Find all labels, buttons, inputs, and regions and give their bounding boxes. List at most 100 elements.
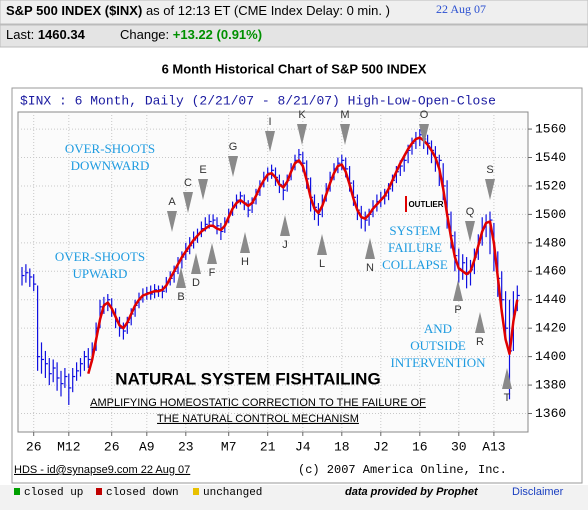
y-tick-label: 1440 [535, 292, 566, 307]
price-bars [21, 129, 520, 405]
marker-arrow [183, 192, 193, 213]
marker-arrow [317, 234, 327, 255]
marker-arrow [207, 243, 217, 264]
marker-label: O [420, 109, 429, 121]
as-of: as of 12:13 ET (CME Index Delay: 0 min. … [146, 3, 390, 18]
note: FAILURE [388, 240, 442, 255]
note: UPWARD [73, 266, 128, 281]
header-bar [0, 0, 588, 25]
note: DOWNWARD [71, 158, 150, 173]
note: OVER-SHOOTS [55, 249, 145, 264]
last: 1460.34 [38, 27, 86, 42]
y-tick-label: 1360 [535, 406, 566, 421]
marker-arrow [340, 124, 350, 145]
y-tick-label: 1540 [535, 150, 566, 165]
marker-arrow [365, 238, 375, 259]
headline: NATURAL SYSTEM FISHTAILING [115, 369, 380, 388]
marker-label: S [486, 164, 493, 176]
marker-label: C [184, 177, 192, 189]
marker-label: P [454, 304, 461, 316]
marker-label: H [241, 256, 249, 268]
y-tick-label: 1420 [535, 321, 566, 336]
marker-arrow [453, 280, 463, 301]
credit: HDS - id@synapse9.com 22 Aug 07 [14, 464, 190, 476]
legend-label: closed up [24, 487, 83, 499]
marker-label: Q [466, 206, 475, 218]
y-tick-label: 1560 [535, 122, 566, 137]
marker-arrow [265, 131, 275, 152]
marker-arrow [475, 312, 485, 333]
x-tick-label: M12 [57, 439, 80, 454]
marker-arrow [502, 368, 512, 389]
legend-label: unchanged [203, 487, 262, 499]
x-tick-label: J4 [295, 439, 311, 454]
x-tick-label: 16 [412, 439, 428, 454]
change-label: Change: [120, 27, 169, 42]
marker-label: J [282, 239, 288, 251]
disclaimer[interactable]: Disclaimer [512, 486, 564, 498]
note: OVER-SHOOTS [65, 141, 155, 156]
marker-arrow [228, 156, 238, 177]
marker-label: K [298, 109, 306, 121]
marker-arrow [280, 215, 290, 236]
last-label: Last: [6, 27, 34, 42]
x-tick-label: 18 [334, 439, 350, 454]
index-name: S&P 500 INDEX ($INX) [6, 3, 142, 18]
marker-arrow [176, 267, 186, 288]
marker-arrow [167, 211, 177, 232]
x-tick-label: 21 [260, 439, 276, 454]
note: OUTSIDE [410, 338, 466, 353]
marker-arrow [198, 179, 208, 200]
marker-label: G [229, 141, 238, 153]
header-date: 22 Aug 07 [436, 2, 486, 16]
marker-arrow [485, 179, 495, 200]
note: COLLAPSE [382, 257, 448, 272]
copyright: (c) 2007 America Online, Inc. [298, 463, 507, 477]
marker-arrow [240, 232, 250, 253]
marker-label: R [476, 336, 484, 348]
subline: THE NATURAL CONTROL MECHANISM [157, 413, 359, 425]
footer-bar [0, 485, 588, 510]
trend-line [87, 136, 519, 375]
marker-label: N [366, 262, 374, 274]
x-tick-label: 23 [178, 439, 194, 454]
legend: closed up closed down unchanged [14, 487, 262, 499]
marker-label: E [199, 164, 206, 176]
x-tick-label: J2 [373, 439, 389, 454]
marker-label: B [177, 291, 184, 303]
marker-arrow [465, 221, 475, 242]
marker-arrow [191, 253, 201, 274]
marker-label: I [268, 116, 271, 128]
x-tick-label: 30 [451, 439, 467, 454]
chart-subtitle: $INX : 6 Month, Daily (2/21/07 - 8/21/07… [20, 93, 496, 108]
x-tick-label: M7 [221, 439, 237, 454]
grid: 1360 1380 1400 1420 1440 1460 1480 1500 1520 1540… [18, 112, 566, 454]
outlier-label: OUTLIER [408, 200, 443, 209]
quote-bar [0, 24, 588, 48]
quote: Last: 1460.34 [6, 27, 86, 42]
marker-label: L [319, 258, 325, 270]
note: SYSTEM [389, 223, 441, 238]
marker-label: F [209, 267, 216, 279]
marker-label: D [192, 277, 200, 289]
x-tick-label: A9 [139, 439, 155, 454]
y-tick-label: 1460 [535, 264, 566, 279]
change: Change: +13.22 (0.91%) [120, 27, 262, 42]
note: AND [424, 321, 452, 336]
x-tick-label: A13 [482, 439, 505, 454]
y-tick-label: 1480 [535, 235, 566, 250]
annotations: A B C D E F G H I J K L M N O P Q R S T OVER-SHOOTS DOWNWARD O… [55, 109, 512, 404]
marker-label: T [504, 392, 511, 404]
marker-arrow [419, 124, 429, 145]
x-tick-label: 26 [26, 439, 42, 454]
y-tick-label: 1380 [535, 378, 566, 393]
chart-title: 6 Month Historical Chart of S&P 500 INDE… [162, 61, 427, 76]
legend-label: closed down [106, 487, 179, 499]
note: INTERVENTION [391, 355, 487, 370]
subline: AMPLIFYING HOMEOSTATIC CORRECTION TO THE… [90, 397, 426, 409]
legend-swatch [14, 488, 20, 495]
y-tick-label: 1520 [535, 178, 566, 193]
marker-label: M [340, 109, 349, 121]
